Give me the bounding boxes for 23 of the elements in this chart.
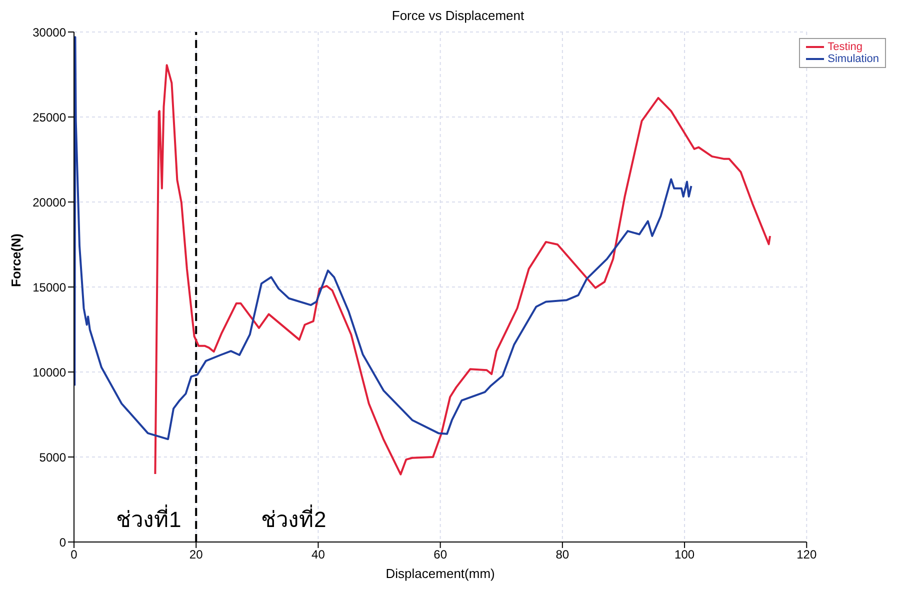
x-axis-title: Displacement(mm)	[386, 566, 495, 581]
y-tick-label: 0	[59, 535, 66, 550]
x-tick-label: 60	[434, 548, 448, 562]
annotation: ช่วงที่1	[116, 504, 182, 534]
y-tick-label: 20000	[32, 195, 66, 210]
line-series	[154, 64, 772, 476]
x-tick-label: 100	[674, 548, 695, 562]
y-axis-title: Force(N)	[8, 234, 24, 287]
annotation: ช่วงที่2	[261, 504, 326, 534]
line-series	[74, 36, 692, 440]
x-tick-label: 120	[796, 548, 817, 562]
legend-label: Testing	[828, 41, 862, 53]
y-tick-label: 5000	[39, 450, 66, 464]
legend-label: Simulation	[828, 53, 879, 65]
chart-title: Force vs Displacement	[390, 8, 526, 25]
x-tick-label: 20	[189, 548, 204, 562]
x-tick-label: 40	[312, 548, 326, 562]
y-tick-label: 25000	[32, 110, 66, 124]
y-tick-label: 15000	[32, 280, 66, 294]
y-tick-label: 30000	[32, 25, 66, 40]
x-tick-label: 0	[70, 548, 78, 562]
y-tick-label: 10000	[32, 365, 66, 380]
x-tick-label: 80	[556, 548, 570, 562]
